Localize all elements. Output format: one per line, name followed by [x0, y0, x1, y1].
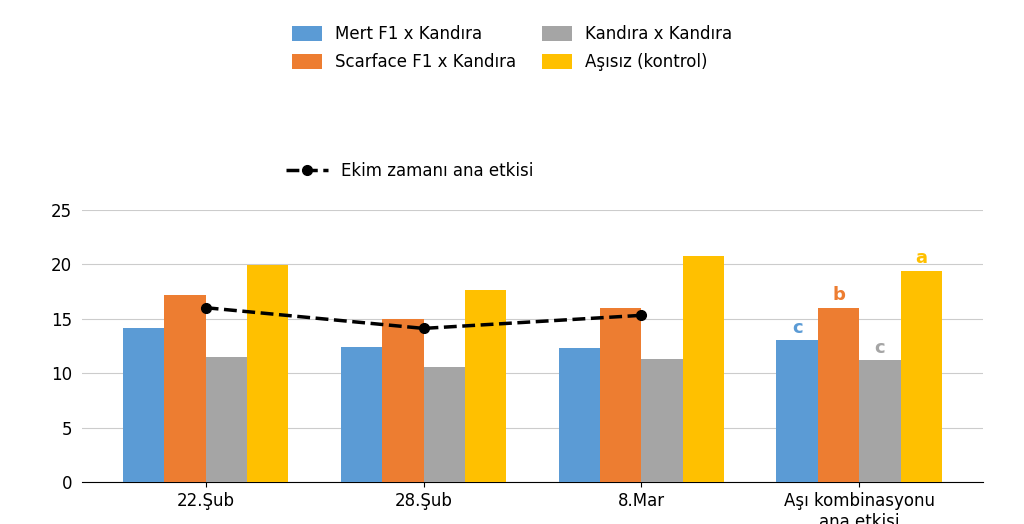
Bar: [382, 319, 424, 482]
Bar: [641, 359, 683, 482]
Bar: [600, 308, 641, 482]
Bar: [901, 270, 942, 482]
Legend: Mert F1 x Kandıra, Scarface F1 x Kandıra, Kandıra x Kandıra, Aşısız (kontrol): Mert F1 x Kandıra, Scarface F1 x Kandıra…: [286, 19, 738, 78]
Text: c: c: [874, 339, 886, 357]
Text: a: a: [915, 249, 928, 267]
Bar: [164, 294, 206, 482]
Text: c: c: [792, 319, 803, 337]
Bar: [776, 341, 818, 482]
Bar: [424, 367, 465, 482]
Legend: Ekim zamanı ana etkisi: Ekim zamanı ana etkisi: [280, 155, 540, 187]
Bar: [683, 256, 724, 482]
Bar: [341, 347, 382, 482]
Bar: [859, 360, 901, 482]
Bar: [206, 357, 247, 482]
Bar: [123, 329, 164, 482]
Bar: [247, 265, 289, 482]
Bar: [818, 308, 859, 482]
Bar: [559, 348, 600, 482]
Text: b: b: [833, 287, 845, 304]
Bar: [465, 290, 506, 482]
